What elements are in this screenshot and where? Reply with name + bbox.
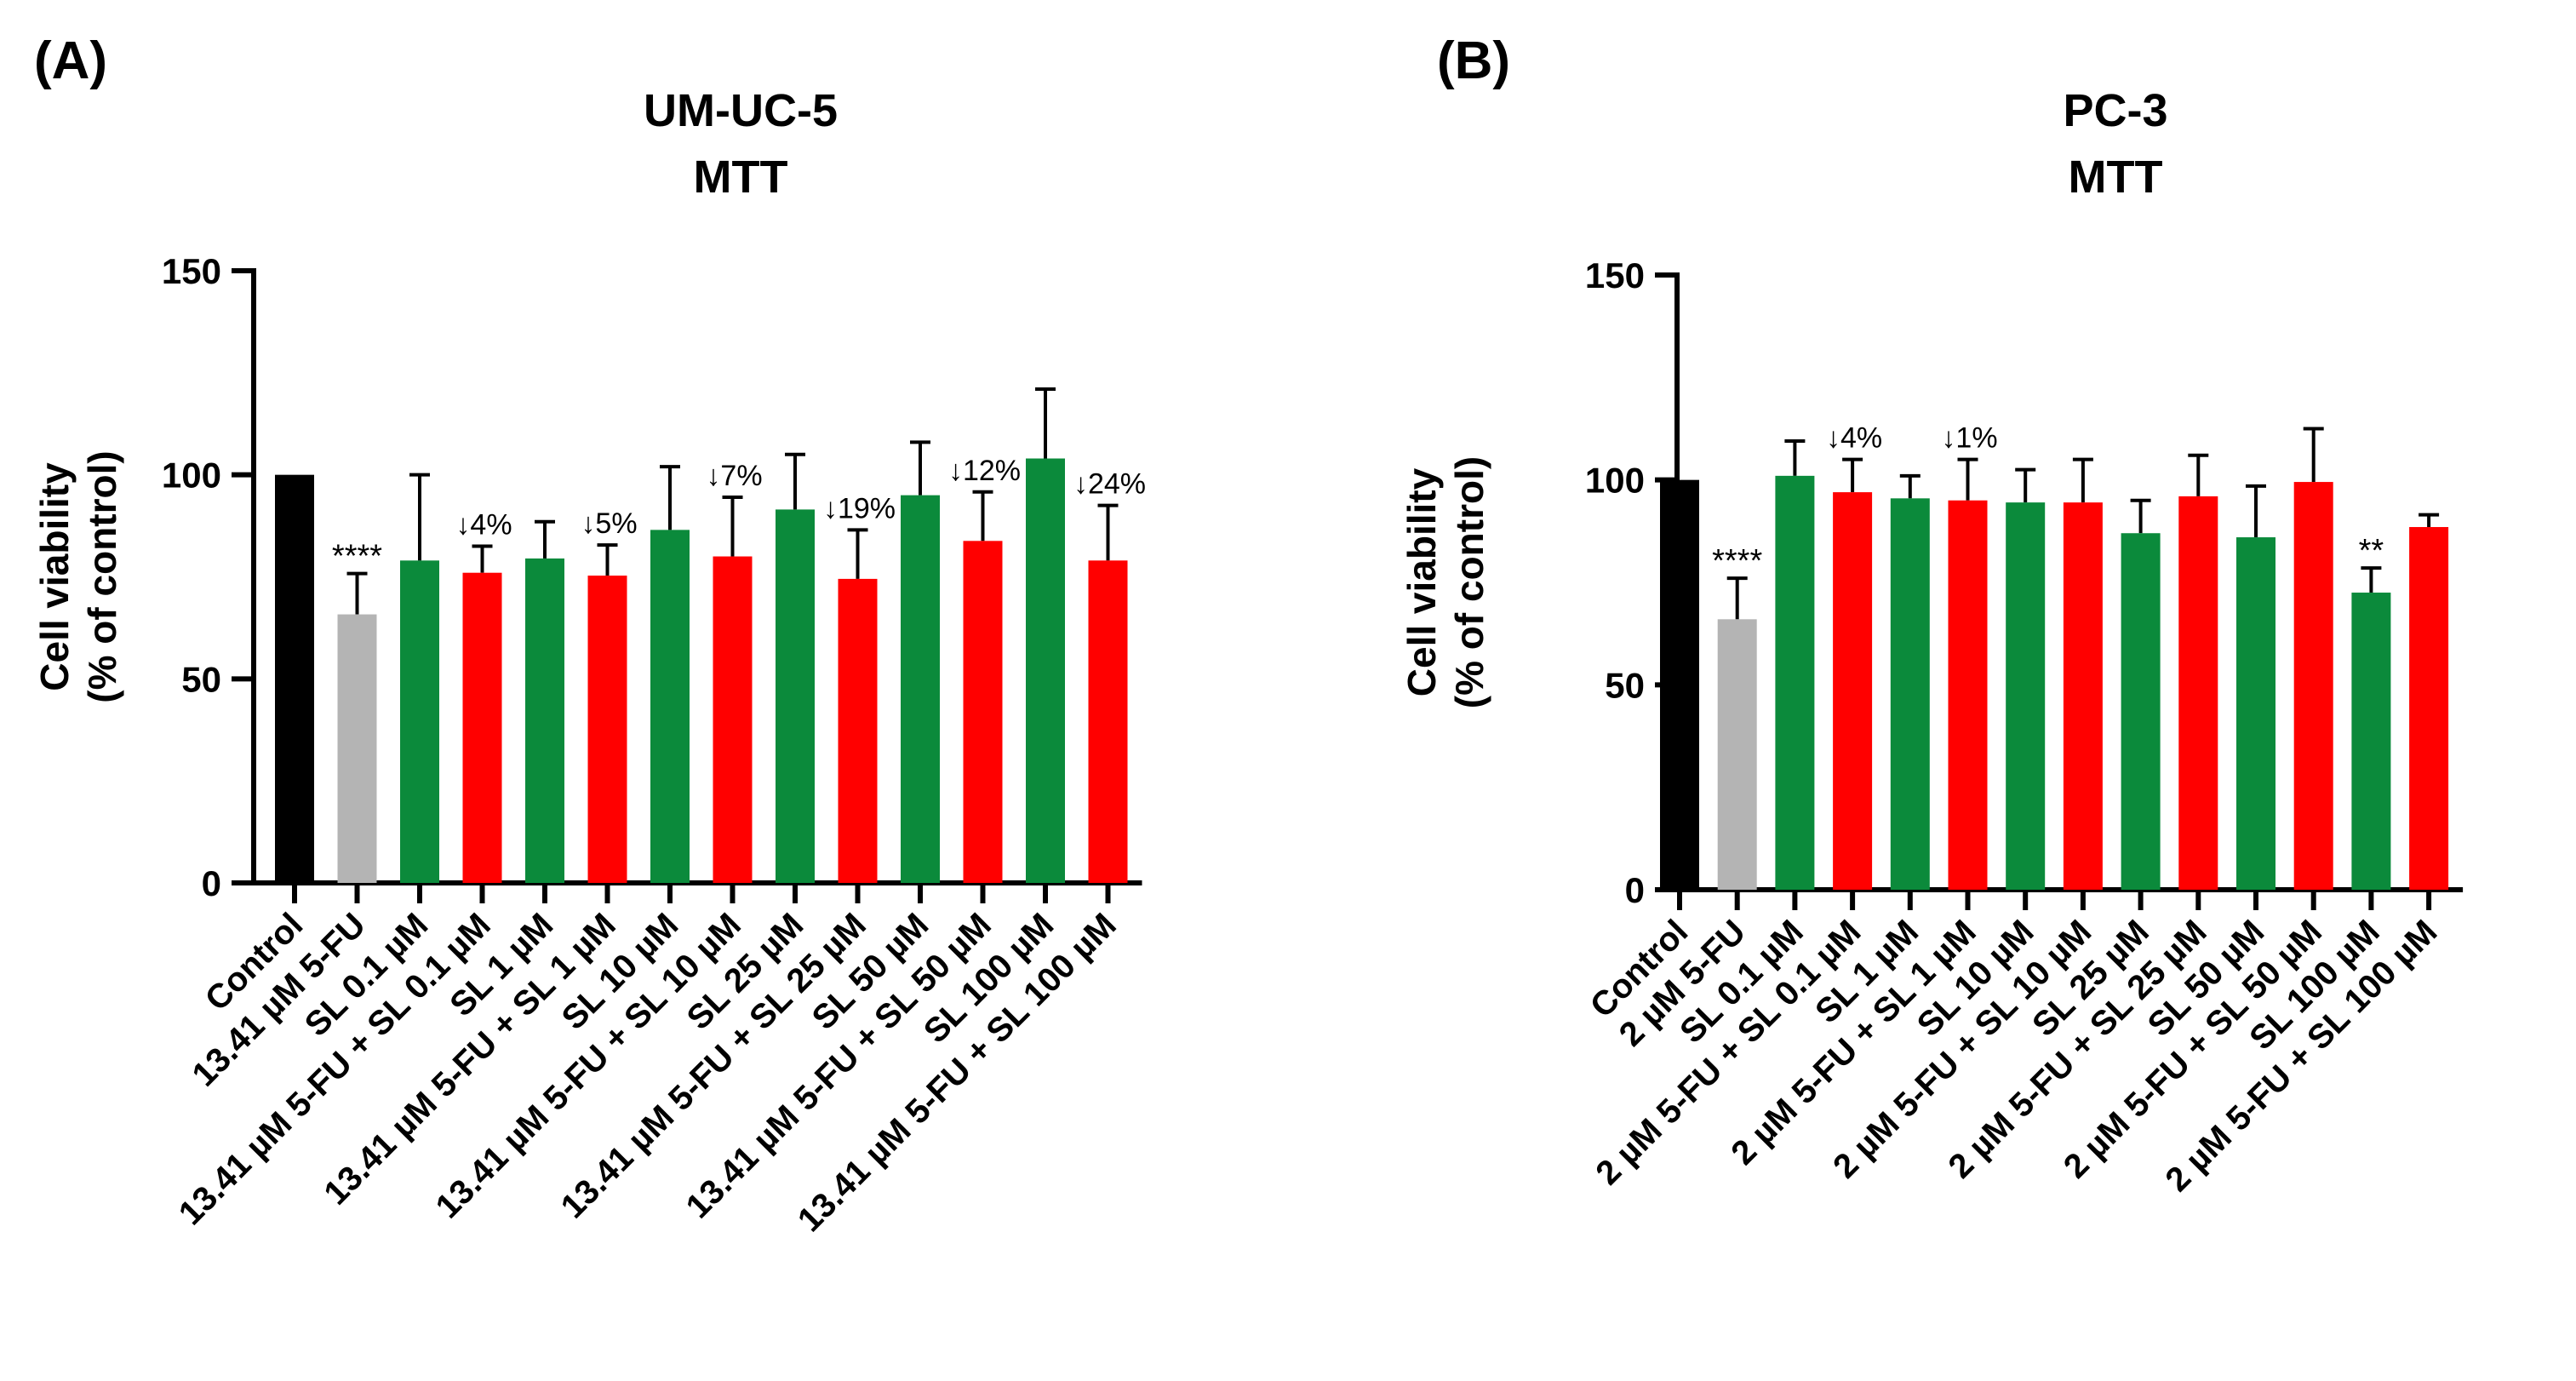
y-tick-label: 150 — [1585, 255, 1645, 295]
y-axis-title: Cell viability (% of control) — [32, 450, 124, 702]
bar — [1088, 560, 1128, 883]
percent-change-label: ↓4% — [455, 509, 512, 542]
percent-change-label: ↓5% — [581, 507, 637, 540]
chart-title: PC-3 — [2063, 85, 2167, 136]
y-axis-title-line2: (% of control) — [80, 450, 124, 702]
y-tick-label: 100 — [1585, 461, 1645, 501]
y-tick-label: 50 — [181, 659, 221, 699]
y-axis-title-line2: (% of control) — [1447, 456, 1491, 708]
bar — [275, 474, 314, 883]
chart-subtitle: MTT — [694, 152, 788, 203]
y-tick-label: 0 — [1625, 870, 1645, 910]
bar — [776, 509, 815, 883]
y-tick-label: 0 — [202, 863, 221, 903]
bar — [400, 560, 439, 883]
bar — [1890, 498, 1930, 890]
y-tick-label: 150 — [162, 251, 221, 291]
bar — [1717, 619, 1757, 890]
bar — [1775, 475, 1815, 890]
bar — [1660, 479, 1699, 890]
bar — [2121, 533, 2161, 890]
y-axis-title-line1: Cell viability — [32, 462, 77, 691]
percent-change-label: ↓12% — [948, 455, 1021, 487]
percent-change-label: ↓24% — [1073, 468, 1146, 501]
bar — [337, 614, 377, 883]
chart-subtitle: MTT — [2069, 152, 2163, 203]
y-axis-title: Cell viability (% of control) — [1400, 456, 1491, 708]
bar — [1833, 492, 1873, 890]
percent-change-label: ↓1% — [1941, 422, 1997, 455]
bar — [2063, 502, 2103, 890]
bar — [650, 530, 690, 883]
y-tick-label: 100 — [162, 456, 221, 496]
bar — [2351, 593, 2391, 890]
y-tick-label: 50 — [1605, 665, 1645, 705]
bar — [2178, 496, 2218, 890]
bar — [901, 495, 940, 883]
bar — [2236, 537, 2275, 890]
significance-label: **** — [332, 539, 382, 575]
significance-label: **** — [1712, 543, 1762, 579]
bar — [713, 556, 753, 883]
percent-change-label: ↓4% — [1826, 422, 1882, 455]
panel-label: (A) — [34, 32, 107, 90]
bar — [2409, 527, 2449, 890]
bar — [525, 558, 564, 883]
panel-label: (B) — [1437, 32, 1510, 90]
bar — [2293, 482, 2333, 890]
significance-label: ** — [2359, 533, 2384, 569]
bar — [587, 576, 627, 883]
bar — [2006, 502, 2046, 890]
bar — [462, 572, 502, 883]
chart-panel-b: (B) PC-3 MTT Cell viability (% of control) 0 5… — [1400, 32, 2464, 1199]
bar — [1948, 500, 1988, 890]
bar — [838, 578, 878, 883]
percent-change-label: ↓19% — [823, 492, 896, 524]
bar — [963, 541, 1003, 883]
percent-change-label: ↓7% — [706, 460, 762, 492]
y-axis-title-line1: Cell viability — [1400, 467, 1444, 696]
chart-panel-a: (A) UM-UC-5 MTT Cell viability (% of control… — [32, 32, 1146, 1239]
bar — [1026, 458, 1065, 883]
chart-title: UM-UC-5 — [644, 85, 838, 136]
